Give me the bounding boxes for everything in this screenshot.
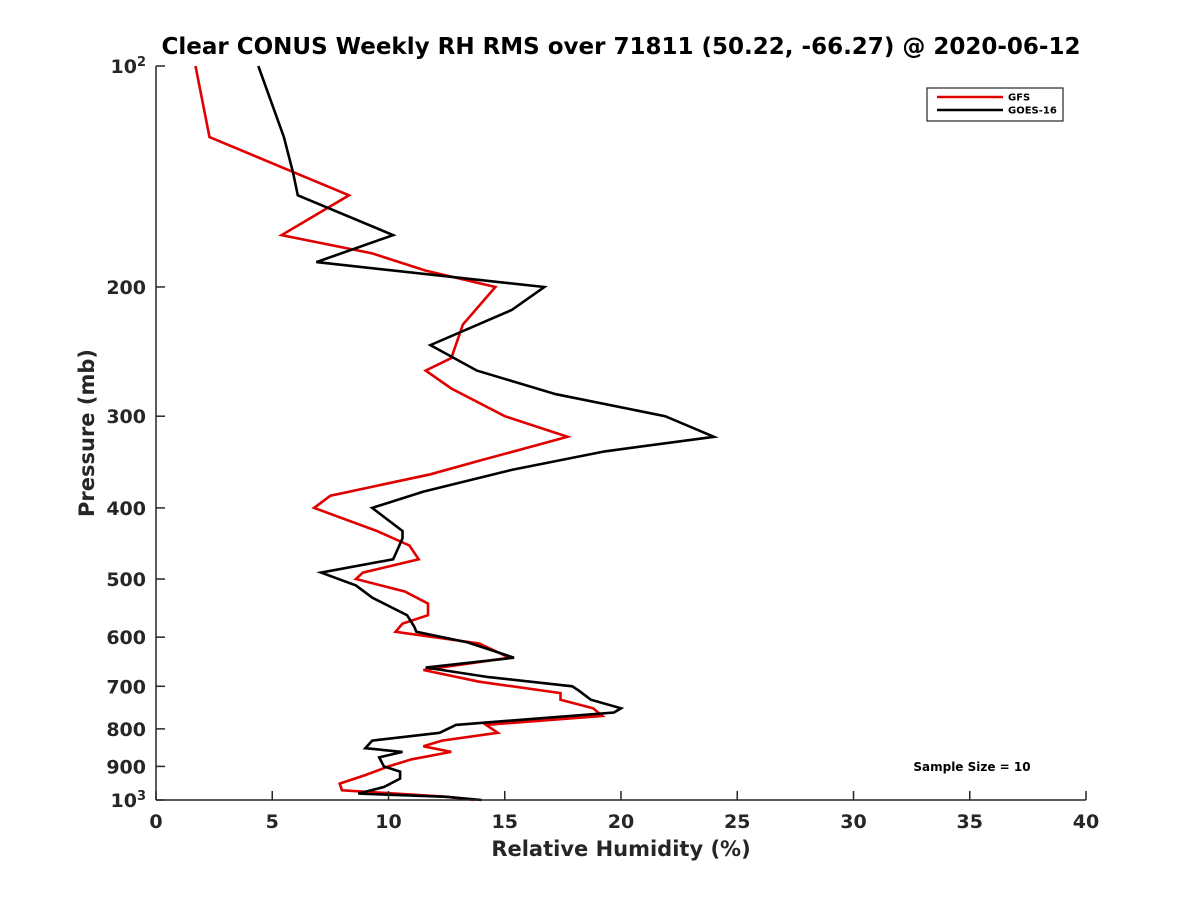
legend-box <box>926 87 1064 122</box>
y-tick-label-exponent: 3 <box>137 789 146 804</box>
y-tick-label-exponent: 2 <box>137 55 146 70</box>
y-tick-label: 103 <box>111 789 147 812</box>
x-axis-ticks: 0 5 10 15 20 25 30 35 40 <box>149 791 1099 833</box>
x-tick-label: 20 <box>608 811 634 833</box>
chart-title: Clear CONUS Weekly RH RMS over 71811 (50… <box>162 34 1081 60</box>
x-axis-title: Relative Humidity (%) <box>491 837 750 861</box>
x-tick-label: 15 <box>492 811 518 833</box>
y-tick-label: 900 <box>106 756 146 778</box>
x-tick-label: 0 <box>149 811 162 833</box>
y-tick-label: 500 <box>106 569 146 591</box>
y-tick-label: 102 <box>111 55 147 78</box>
y-tick-label: 600 <box>106 627 146 649</box>
x-tick-label: 40 <box>1073 811 1099 833</box>
y-tick-label: 400 <box>106 498 146 520</box>
series-line-gfs <box>194 65 606 802</box>
x-tick-label: 30 <box>840 811 866 833</box>
x-tick-label: 35 <box>957 811 983 833</box>
series-layer <box>194 65 719 802</box>
y-tick-label: 800 <box>106 719 146 741</box>
plot-area-background <box>156 66 1086 800</box>
x-tick-label: 5 <box>266 811 279 833</box>
legend-label-goes-16: GOES-16 <box>1008 106 1057 117</box>
y-tick-label: 300 <box>106 406 146 428</box>
y-tick-label: 700 <box>106 676 146 698</box>
y-tick-label: 200 <box>106 277 146 299</box>
legend: GFS GOES-16 <box>926 87 1064 122</box>
y-axis-title: Pressure (mb) <box>75 349 99 517</box>
x-tick-label: 10 <box>375 811 401 833</box>
y-tick-label-base: 10 <box>111 790 137 812</box>
legend-label-gfs: GFS <box>1008 93 1030 104</box>
y-tick-label-base: 10 <box>111 56 137 78</box>
x-tick-label: 25 <box>724 811 750 833</box>
series-line-goes-16 <box>257 65 719 802</box>
sample-size-annotation: Sample Size = 10 <box>913 760 1030 774</box>
